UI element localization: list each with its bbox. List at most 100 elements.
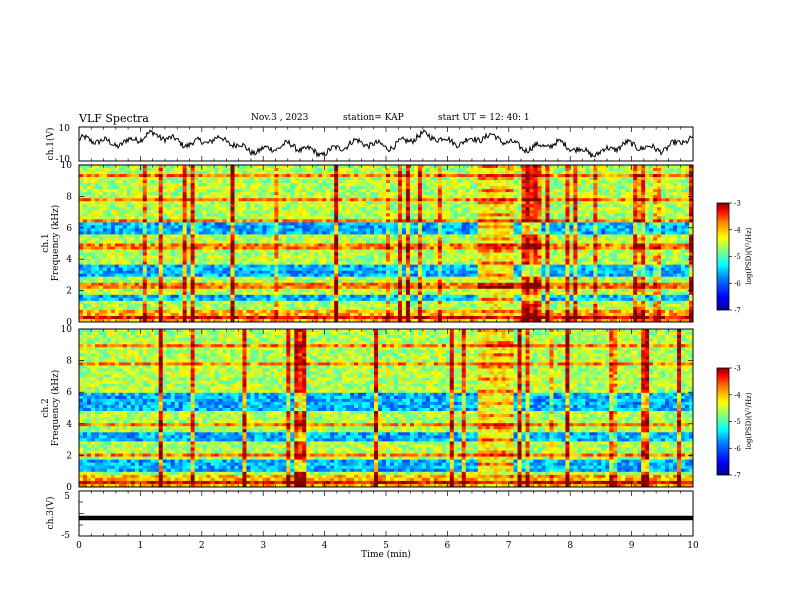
spectrogram-cell (685, 234, 690, 238)
spectrogram-cell (258, 255, 263, 259)
spectrogram-cell (354, 216, 359, 220)
spectrogram-cell (362, 207, 367, 211)
spectrogram-cell (174, 195, 179, 199)
spectrogram-cell (645, 216, 650, 220)
spectrogram-cell (533, 177, 538, 181)
spectrogram-cell (294, 183, 299, 187)
spectrogram-cell (641, 165, 646, 169)
spectrogram-cell (346, 240, 351, 244)
spectrogram-cell (106, 240, 112, 244)
spectrogram-cell (82, 234, 88, 238)
spectrogram-cell (79, 219, 84, 223)
spectrogram-cell (218, 222, 223, 226)
spectrogram-cell (254, 258, 259, 262)
spectrogram-cell (254, 228, 259, 232)
spectrogram-cell (429, 192, 435, 196)
spectrogram-cell (378, 180, 383, 184)
spectrogram-cell (553, 246, 558, 250)
spectrogram-cell (553, 249, 558, 253)
spectrogram-cell (194, 168, 199, 172)
spectrogram-cell (130, 180, 136, 184)
spectrogram-cell (501, 204, 506, 208)
spectrogram-cell (246, 252, 251, 256)
spectrogram-cell (178, 240, 183, 244)
spectrogram-cell (190, 210, 195, 214)
spectrogram-cell (569, 186, 574, 190)
spectrogram-cell (190, 168, 195, 172)
spectrogram-cell (214, 198, 219, 202)
spectrogram-cell (665, 207, 670, 211)
spectrogram-cell (222, 204, 227, 208)
spectrogram-cell (330, 210, 335, 214)
spectrogram-cell (354, 168, 359, 172)
spectrogram-cell (589, 171, 594, 175)
spectrogram-cell (537, 180, 542, 184)
spectrogram-cell (79, 240, 84, 244)
spectrogram-cell (358, 183, 363, 187)
spectrogram-cell (509, 192, 514, 196)
spectrogram-cell (350, 249, 355, 253)
spectrogram-cell (601, 246, 606, 250)
spectrogram-cell (114, 228, 120, 232)
spectrogram-cell (114, 174, 120, 178)
spectrogram-cell (517, 165, 522, 169)
spectrogram-cell (130, 198, 136, 202)
spectrogram-cell (561, 201, 566, 205)
spectrogram-cell (389, 213, 395, 217)
spectrogram-cell (194, 186, 199, 190)
spectrogram-cell (238, 240, 243, 244)
spectrogram-cell (421, 246, 427, 250)
spectrogram-cell (661, 198, 666, 202)
spectrogram-cell (374, 258, 379, 262)
spectrogram-cell (126, 219, 132, 223)
spectrogram-cell (298, 240, 303, 244)
spectrogram-cell (553, 255, 558, 259)
spectrogram-cell (366, 195, 371, 199)
spectrogram-cell (553, 234, 558, 238)
spectrogram-cell (354, 210, 359, 214)
spectrogram-cell (198, 171, 203, 175)
spectrogram-cell (633, 252, 638, 256)
spectrogram-cell (126, 231, 132, 235)
spectrogram-cell (677, 189, 682, 193)
spectrogram-cell (94, 240, 100, 244)
spectrogram-cell (258, 222, 263, 226)
spectrogram-cell (465, 171, 470, 175)
spectrogram-cell (314, 192, 319, 196)
spectrogram-cell (657, 246, 662, 250)
spectrogram-cell (497, 246, 502, 250)
spectrogram-cell (537, 222, 542, 226)
spectrogram-cell (481, 183, 486, 187)
spectrogram-cell (533, 240, 538, 244)
spectrogram-cell (386, 216, 391, 220)
spectrogram-cell (625, 189, 630, 193)
spectrogram-cell (653, 210, 658, 214)
spectrogram-cell (302, 246, 307, 250)
spectrogram-cell (110, 225, 116, 229)
spectrogram-cell (274, 207, 279, 211)
spectrogram-cell (449, 171, 455, 175)
spectrogram-cell (453, 177, 459, 181)
spectrogram-cell (569, 195, 574, 199)
spectrogram-cell (79, 210, 84, 214)
spectrogram-cell (441, 165, 447, 169)
spectrogram-cell (685, 240, 690, 244)
spectrogram-cell (561, 234, 566, 238)
spectrogram-cell (637, 231, 642, 235)
spectrogram-cell (210, 225, 215, 229)
spectrogram-cell (497, 249, 502, 253)
spectrogram-cell (194, 237, 199, 241)
spectrogram-cell (473, 180, 478, 184)
spectrogram-cell (170, 198, 175, 202)
spectrogram-cell (282, 252, 287, 256)
spectrogram-cell (250, 171, 255, 175)
spectrogram-cell (198, 240, 203, 244)
spectrogram-cell (641, 207, 646, 211)
spectrogram-cell (585, 180, 590, 184)
spectrogram-cell (286, 165, 291, 169)
spectrogram-cell (170, 222, 175, 226)
spectrogram-cell (497, 222, 502, 226)
spectrogram-cell (102, 243, 108, 247)
spectrogram-cell (358, 189, 363, 193)
spectrogram-cell (258, 234, 263, 238)
